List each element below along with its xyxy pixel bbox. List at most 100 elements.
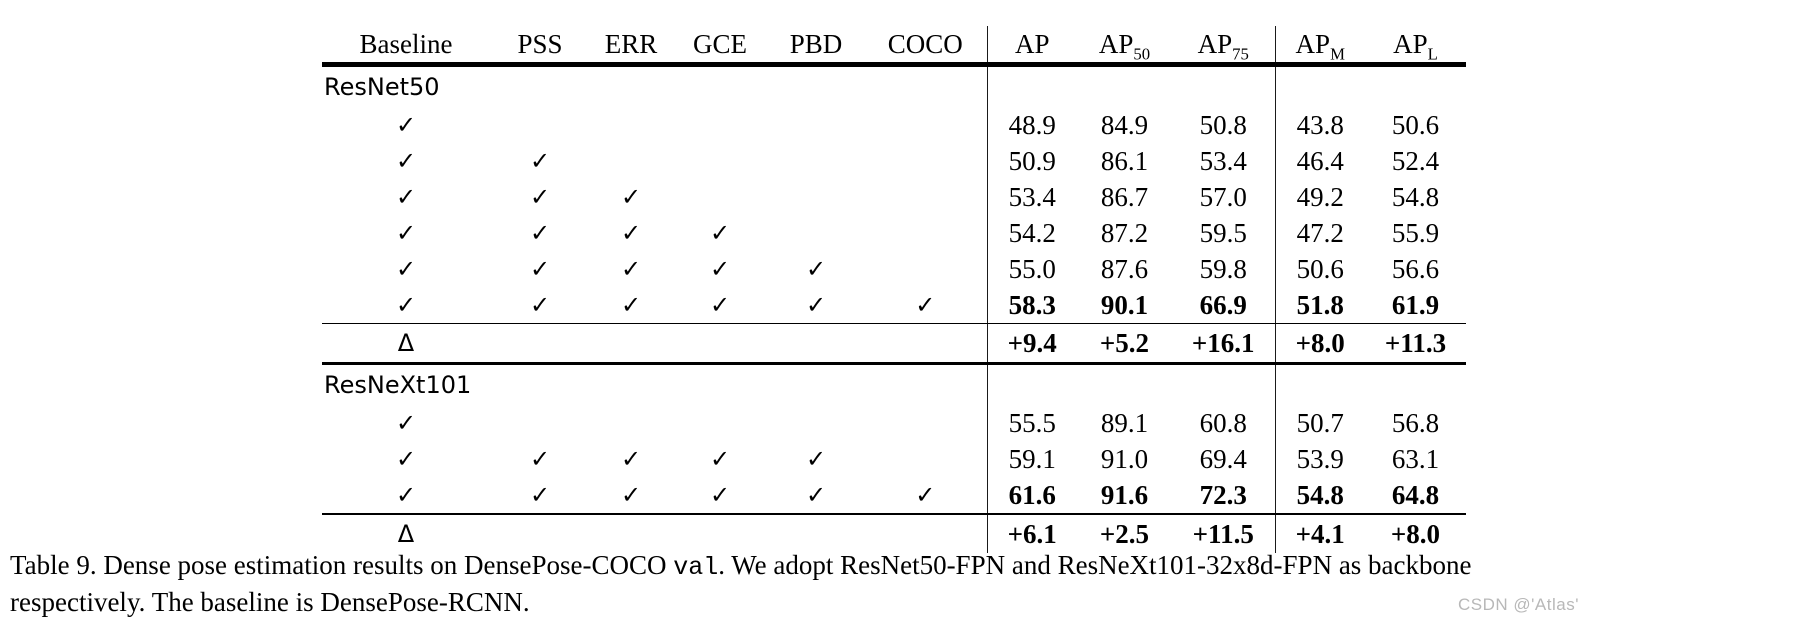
metric-value-cell: 58.3 bbox=[986, 287, 1077, 324]
check-cell bbox=[864, 364, 987, 406]
check-cell: ✓ bbox=[620, 255, 642, 283]
col-header-coco: COCO bbox=[864, 26, 987, 67]
check-cell bbox=[490, 107, 590, 143]
metric-value-cell bbox=[1077, 364, 1172, 406]
section-name: ResNeXt101 bbox=[324, 371, 472, 399]
check-cell: ✓ bbox=[490, 477, 590, 515]
metric-value-cell: 50.9 bbox=[986, 143, 1077, 179]
metric-value-cell: +11.5 bbox=[1192, 518, 1254, 549]
metric-value-cell: +11.3 bbox=[1365, 323, 1466, 365]
check-cell: ✓ bbox=[395, 445, 417, 473]
metric-value-cell: 57.0 bbox=[1199, 181, 1247, 212]
check-cell: ✓ bbox=[529, 183, 551, 211]
metric-value-cell: +8.0 bbox=[1274, 323, 1365, 365]
metric-value-cell: 50.8 bbox=[1199, 109, 1247, 140]
metric-value-cell: 55.9 bbox=[1391, 217, 1440, 248]
metric-value-cell: 61.6 bbox=[986, 477, 1077, 515]
delta-symbol: Δ bbox=[322, 323, 490, 365]
metric-value-cell: 55.0 bbox=[986, 251, 1077, 287]
metric-value-cell: 86.7 bbox=[1100, 181, 1149, 212]
table-row: ✓ ✓ ✓ 53.4 86.7 57.0 49.2 54.8 bbox=[322, 179, 1466, 215]
col-header-apl-sub: L bbox=[1427, 43, 1438, 63]
caption-code-val: val bbox=[673, 553, 719, 582]
metric-value-cell bbox=[1077, 65, 1172, 108]
metric-value-cell: 52.4 bbox=[1391, 145, 1440, 176]
check-cell bbox=[672, 364, 768, 406]
metric-value-cell: 89.1 bbox=[1100, 407, 1149, 438]
check-cell: ✓ bbox=[620, 183, 642, 211]
table-row: ✓ 48.9 84.9 50.8 43.8 50.6 bbox=[322, 107, 1466, 143]
metric-value-cell: +5.2 bbox=[1077, 323, 1172, 365]
metric-value-cell: 53.4 bbox=[1199, 145, 1247, 176]
metric-value-cell bbox=[986, 363, 1077, 405]
col-header-apm: APM bbox=[1274, 26, 1365, 67]
check-cell bbox=[864, 251, 987, 287]
table-row: ✓ ✓ 50.9 86.1 53.4 46.4 52.4 bbox=[322, 143, 1466, 179]
csdn-watermark: CSDN @'Atlas' bbox=[1458, 595, 1579, 614]
metric-value-cell: 54.8 bbox=[1391, 181, 1440, 212]
check-cell: ✓ bbox=[672, 477, 768, 515]
check-cell bbox=[864, 441, 987, 477]
col-header-apm-sub: M bbox=[1330, 43, 1345, 63]
check-cell: ✓ bbox=[620, 219, 642, 247]
metric-value-cell: 69.4 bbox=[1199, 443, 1247, 474]
col-header-ap75-sub: 75 bbox=[1232, 43, 1249, 63]
check-cell bbox=[864, 65, 987, 108]
check-cell: ✓ bbox=[395, 111, 417, 139]
metric-value-cell: +9.4 bbox=[986, 323, 1077, 365]
check-cell: ✓ bbox=[529, 147, 551, 175]
metric-value-cell: 60.8 bbox=[1199, 407, 1247, 438]
check-cell bbox=[768, 405, 864, 441]
metric-value-cell: 50.6 bbox=[1391, 109, 1440, 140]
col-header-apl-base: AP bbox=[1393, 28, 1428, 59]
col-header-ap50: AP50 bbox=[1077, 26, 1172, 67]
check-cell bbox=[768, 143, 864, 179]
check-cell: ✓ bbox=[768, 287, 864, 324]
check-cell: ✓ bbox=[805, 255, 827, 283]
check-cell: ✓ bbox=[395, 255, 417, 283]
check-cell: ✓ bbox=[395, 409, 417, 437]
metric-value-cell: +16.1 bbox=[1172, 323, 1275, 365]
check-cell bbox=[590, 405, 672, 441]
check-cell bbox=[590, 65, 672, 108]
col-header-ap50-base: AP bbox=[1098, 28, 1134, 59]
check-cell bbox=[672, 179, 768, 215]
table-row: ✓ ✓ ✓ ✓ 54.2 87.2 59.5 47.2 55.9 bbox=[322, 215, 1466, 251]
check-cell bbox=[768, 179, 864, 215]
check-cell bbox=[864, 215, 987, 251]
caption-text-1: Table 9. Dense pose estimation results o… bbox=[10, 550, 674, 580]
table-row: ✓ 55.5 89.1 60.8 50.7 56.8 bbox=[322, 405, 1466, 441]
check-cell: ✓ bbox=[395, 147, 417, 175]
check-cell: ✓ bbox=[322, 287, 490, 324]
metric-value-cell: 53.4 bbox=[986, 179, 1077, 215]
metric-value-cell: 55.5 bbox=[986, 405, 1077, 441]
col-header-ap75: AP75 bbox=[1172, 26, 1275, 67]
metric-value-cell: 51.8 bbox=[1274, 287, 1365, 324]
metric-value-cell: +6.1 bbox=[986, 514, 1077, 553]
col-header-ap: AP bbox=[986, 26, 1077, 67]
metric-value-cell: 59.5 bbox=[1199, 217, 1247, 248]
check-cell: ✓ bbox=[395, 219, 417, 247]
col-header-apl: APL bbox=[1365, 26, 1466, 67]
check-cell bbox=[490, 405, 590, 441]
check-cell: ✓ bbox=[805, 445, 827, 473]
check-cell bbox=[590, 364, 672, 406]
metric-value-cell: 49.2 bbox=[1274, 179, 1365, 215]
col-header-ap50-sub: 50 bbox=[1133, 43, 1151, 63]
metric-value-cell: 91.6 bbox=[1077, 477, 1172, 515]
metric-value-cell bbox=[1365, 65, 1466, 108]
check-cell bbox=[864, 179, 987, 215]
col-header-pss: PSS bbox=[490, 26, 590, 67]
check-cell: ✓ bbox=[590, 477, 672, 515]
check-cell: ✓ bbox=[590, 287, 672, 324]
metric-value-cell bbox=[1365, 364, 1466, 406]
metric-value-cell: 53.9 bbox=[1274, 441, 1365, 477]
metric-value-cell bbox=[1172, 364, 1275, 406]
check-cell bbox=[490, 323, 590, 365]
metric-value-cell: 61.9 bbox=[1365, 287, 1466, 324]
check-cell: ✓ bbox=[709, 255, 731, 283]
delta-row: Δ +6.1 +2.5 +11.5 +4.1 +8.0 bbox=[322, 514, 1466, 553]
metric-value-cell: 56.8 bbox=[1391, 407, 1440, 438]
table-row: ✓ ✓ ✓ ✓ ✓ 55.0 87.6 59.8 50.6 56.6 bbox=[322, 251, 1466, 287]
